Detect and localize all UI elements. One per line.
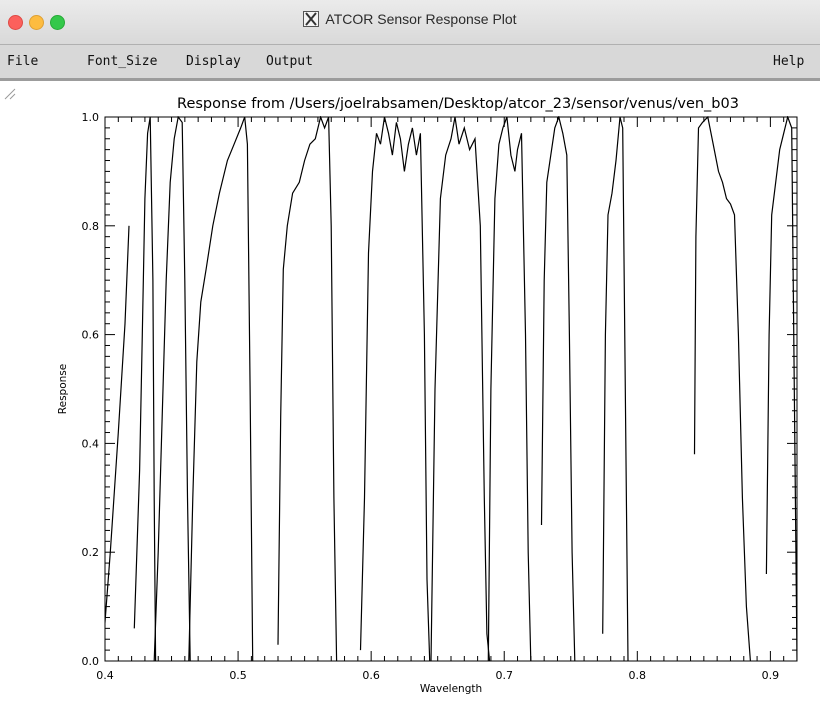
window-title: ATCOR Sensor Response Plot	[325, 11, 517, 27]
plot-area: Response from /Users/joelrabsamen/Deskto…	[0, 84, 820, 722]
response-curve-band-9	[540, 116, 576, 662]
x-tick-label: 0.9	[762, 669, 780, 682]
x-tick-label: 0.7	[495, 669, 513, 682]
y-tick-label: 0.4	[82, 437, 100, 450]
x-axis-label: Wavelength	[420, 683, 482, 695]
response-curve-band-10	[602, 116, 629, 662]
menu-output[interactable]: Output	[266, 54, 313, 69]
response-curve-band-5	[277, 116, 338, 662]
title-bar[interactable]: ATCOR Sensor Response Plot	[0, 0, 820, 45]
chart-title: Response from /Users/joelrabsamen/Deskto…	[177, 96, 739, 112]
menu-help[interactable]: Help	[773, 54, 805, 69]
x-tick-label: 0.5	[229, 669, 247, 682]
response-curve-band-4	[188, 116, 254, 662]
minimize-window-button[interactable]	[29, 15, 44, 30]
response-curve-band-2	[133, 116, 157, 662]
response-curve-band-6	[359, 116, 431, 662]
response-curve-band-7	[430, 116, 491, 662]
y-tick-label: 0.6	[82, 329, 100, 342]
menu-file[interactable]: File	[7, 54, 39, 69]
response-curve-band-8	[487, 116, 532, 662]
x11-app-icon	[303, 11, 320, 27]
y-tick-label: 0.0	[82, 655, 100, 668]
y-tick-label: 0.2	[82, 546, 100, 559]
menu-font-size[interactable]: Font_Size	[87, 54, 158, 69]
resize-grip-icon[interactable]	[0, 84, 16, 100]
response-curve-band-12	[765, 116, 797, 662]
y-axis-label: Response	[57, 364, 69, 414]
y-tick-label: 1.0	[82, 111, 100, 124]
response-curve-band-1	[105, 225, 130, 630]
x-tick-label: 0.4	[96, 669, 114, 682]
menu-display[interactable]: Display	[186, 54, 241, 69]
response-chart: Response from /Users/joelrabsamen/Deskto…	[57, 96, 798, 695]
response-curve-band-11	[693, 116, 751, 662]
x-tick-label: 0.8	[629, 669, 647, 682]
y-tick-label: 0.8	[82, 220, 100, 233]
close-window-button[interactable]	[8, 15, 23, 30]
plot-frame	[104, 116, 798, 662]
x-tick-label: 0.6	[362, 669, 380, 682]
menu-bar: File Font_Size Display Output Help	[0, 45, 820, 81]
response-curve-band-3	[153, 116, 191, 662]
maximize-window-button[interactable]	[50, 15, 65, 30]
window-title-group: ATCOR Sensor Response Plot	[0, 11, 820, 27]
